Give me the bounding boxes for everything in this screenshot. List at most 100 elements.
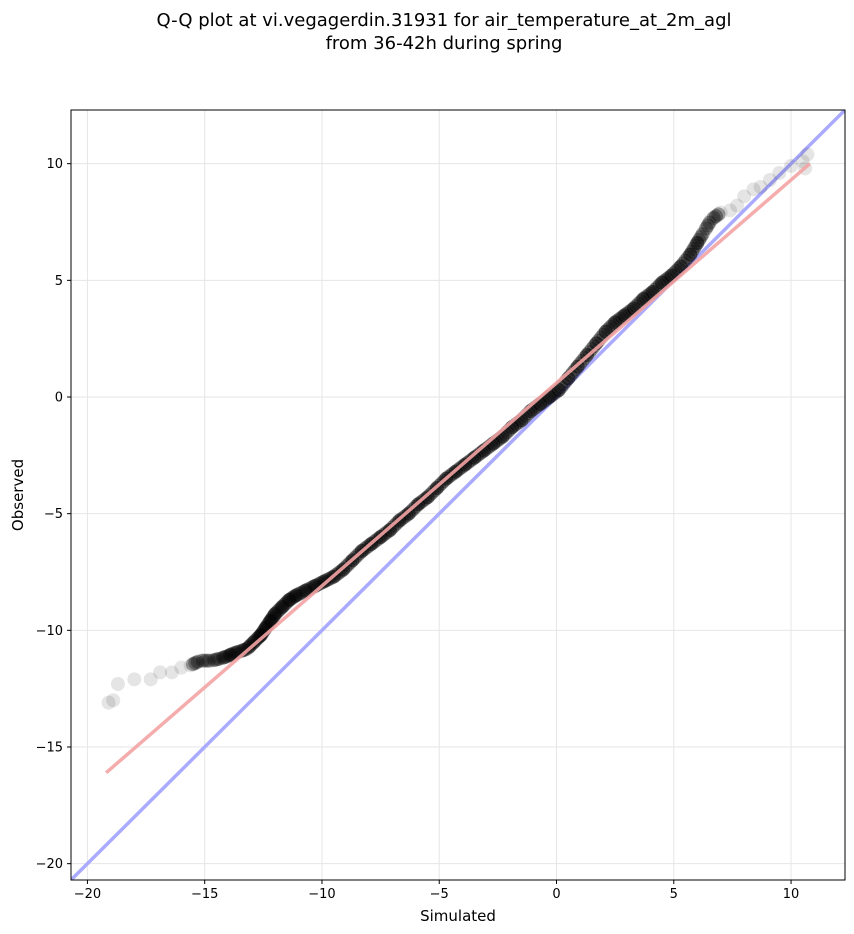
- y-axis-ticks: −20 −15 −10 −5 0 5 10: [36, 157, 71, 872]
- qq-point: [746, 182, 761, 197]
- qq-point: [737, 189, 752, 204]
- qq-point-density: [248, 633, 263, 648]
- qq-point: [110, 677, 125, 691]
- qq-point-density: [251, 630, 266, 645]
- x-axis-ticks: −20 −15 −10 −5 0 5 10: [74, 880, 799, 902]
- qq-point-density: [691, 233, 706, 248]
- qq-point-density: [217, 650, 232, 665]
- qq-point: [713, 205, 728, 220]
- qq-point-density: [222, 648, 237, 663]
- qq-point: [683, 247, 698, 262]
- chart-title-line-1: Q-Q plot at vi.vegagerdin.31931 for air_…: [157, 10, 732, 31]
- qq-point: [193, 653, 207, 668]
- chart-title-line-2: from 36-42h during spring: [326, 33, 563, 54]
- qq-point-density: [601, 322, 616, 337]
- grid-lines: [71, 110, 845, 880]
- qq-point: [204, 653, 219, 668]
- qq-point-density: [215, 650, 230, 665]
- qq-point-density: [201, 653, 216, 668]
- qq-point-density: [276, 598, 291, 613]
- qq-point: [382, 523, 397, 537]
- qq-point-density: [273, 601, 288, 616]
- qq-point-density: [465, 452, 480, 467]
- quantile-points: [101, 147, 815, 774]
- y-tick-label: −5: [44, 507, 63, 522]
- qq-point: [784, 159, 799, 173]
- qq-point-density: [605, 317, 620, 332]
- x-tick-label: −10: [308, 887, 335, 902]
- qq-point-density: [252, 629, 267, 644]
- qq-point-density: [190, 654, 205, 669]
- qq-point: [690, 236, 705, 250]
- qq-point-density: [283, 591, 298, 606]
- y-tick-label: −20: [36, 857, 63, 872]
- qq-point-density: [699, 221, 714, 236]
- y-axis-label: Observed: [9, 459, 27, 531]
- qq-point-density: [195, 653, 210, 668]
- qq-point: [127, 672, 142, 687]
- qq-point-density: [709, 209, 723, 224]
- x-tick-label: 0: [552, 887, 560, 902]
- qq-point-density: [264, 612, 279, 627]
- x-axis-label: Simulated: [420, 907, 496, 925]
- qq-point: [551, 383, 566, 397]
- x-tick-label: −20: [74, 887, 101, 902]
- qq-point-density: [285, 590, 300, 605]
- qq-point: [401, 506, 416, 521]
- qq-point-density: [610, 313, 625, 328]
- qq-point-density: [207, 653, 222, 668]
- qq-point-density: [278, 596, 293, 611]
- qq-point-density: [236, 643, 251, 658]
- qq-point-density: [293, 586, 308, 600]
- x-tick-label: 5: [670, 887, 678, 902]
- qq-point-density: [615, 310, 630, 325]
- qq-point: [164, 665, 179, 680]
- one-to-one-line: [71, 110, 845, 880]
- qq-point-density: [269, 605, 284, 620]
- qq-point: [772, 166, 787, 180]
- regression-line: [105, 162, 811, 774]
- qq-point-density: [684, 244, 699, 259]
- qq-point-density: [693, 230, 708, 245]
- qq-point-density: [678, 253, 693, 268]
- qq-point-density: [188, 656, 203, 670]
- qq-point: [183, 658, 198, 673]
- y-tick-label: 10: [46, 157, 63, 172]
- qq-point-density: [680, 250, 695, 265]
- qq-point-density: [185, 657, 200, 672]
- qq-point-density: [265, 610, 280, 625]
- plot-frame: [70, 109, 846, 881]
- qq-point-density: [266, 608, 281, 623]
- qq-point: [153, 665, 168, 680]
- qq-point: [174, 660, 189, 675]
- qq-point-density: [603, 320, 618, 334]
- qq-point-density: [280, 594, 295, 609]
- qq-point: [753, 180, 768, 194]
- qq-point-density: [700, 218, 715, 233]
- y-tick-label: −10: [36, 624, 63, 639]
- qq-point-density: [462, 454, 477, 469]
- qq-point-density: [695, 227, 710, 242]
- qq-point-density: [460, 455, 475, 470]
- qq-point-density: [686, 241, 701, 256]
- qq-point: [762, 173, 777, 187]
- qq-point-density: [702, 215, 717, 230]
- qq-point-density: [676, 256, 691, 271]
- qq-point-density: [706, 210, 721, 225]
- qq-point: [730, 198, 745, 213]
- qq-point-density: [688, 238, 703, 253]
- qq-point: [723, 203, 738, 218]
- y-tick-label: 5: [55, 274, 63, 289]
- qq-point-density: [271, 603, 286, 618]
- qq-point-density: [238, 642, 253, 657]
- qq-point-density: [209, 652, 224, 667]
- qq-point-density: [568, 362, 583, 377]
- qq-point: [697, 224, 712, 239]
- qq-point: [221, 649, 236, 663]
- y-tick-label: 0: [55, 391, 63, 406]
- qq-point: [106, 693, 121, 708]
- qq-point-density: [250, 631, 265, 646]
- qq-point-density: [223, 647, 238, 662]
- qq-point: [214, 651, 229, 666]
- qq-point: [101, 695, 116, 710]
